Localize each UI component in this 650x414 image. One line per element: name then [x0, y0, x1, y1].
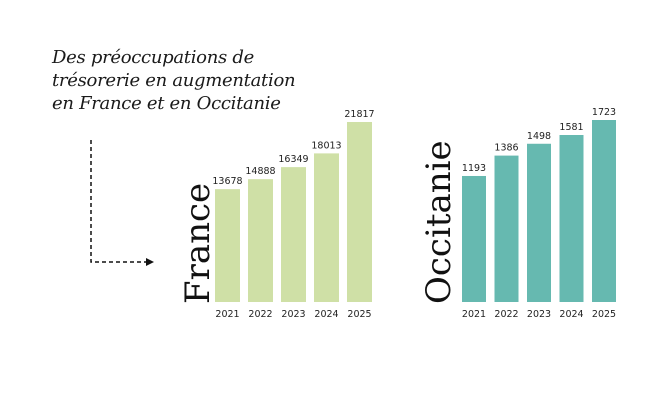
headline-line-2: trésorerie en augmentation [52, 70, 296, 91]
value-label-2021: 13678 [212, 176, 242, 187]
value-label-2024: 18013 [311, 140, 341, 151]
year-label-2021: 2021 [215, 309, 239, 320]
year-label-2025: 2025 [347, 309, 371, 320]
year-label-2024: 2024 [314, 309, 338, 320]
occitanie-label: Occitanie [419, 140, 459, 304]
bar-2025 [347, 122, 372, 302]
france-bar-chart: 13678 2021 14888 2022 16349 2023 18013 2024 2181… [212, 109, 374, 320]
value-label-2024: 1581 [559, 122, 583, 133]
bar-2021 [215, 189, 240, 302]
bar-2023 [527, 143, 551, 302]
year-label-2025: 2025 [592, 309, 616, 320]
bar-2025 [592, 120, 616, 302]
bar-2024 [314, 153, 339, 302]
value-label-2021: 1193 [462, 163, 486, 174]
bar-2023 [281, 167, 306, 302]
year-label-2022: 2022 [494, 309, 518, 320]
headline-line-3: en France et en Occitanie [52, 93, 281, 114]
value-label-2025: 1723 [592, 107, 616, 118]
value-label-2022: 1386 [494, 143, 518, 154]
occitanie-bar-chart: 1193 2021 1386 2022 1498 2023 1581 2024 1723 2025 [462, 107, 616, 320]
bar-2024 [559, 134, 584, 302]
year-label-2024: 2024 [559, 309, 583, 320]
bar-2021 [462, 175, 486, 302]
year-label-2022: 2022 [248, 309, 272, 320]
value-label-2023: 1498 [527, 131, 551, 142]
value-label-2022: 14888 [245, 166, 275, 177]
value-label-2023: 16349 [278, 154, 308, 165]
year-label-2021: 2021 [462, 309, 486, 320]
france-label: France [178, 182, 218, 304]
arrow-icon [90, 140, 154, 266]
bar-2022 [494, 155, 519, 302]
headline-line-1: Des préoccupations de [52, 47, 254, 68]
bar-2022 [248, 179, 273, 302]
headline: Des préoccupations de trésorerie en augm… [52, 46, 352, 115]
year-label-2023: 2023 [527, 309, 551, 320]
value-label-2025: 21817 [344, 109, 374, 120]
year-label-2023: 2023 [281, 309, 305, 320]
